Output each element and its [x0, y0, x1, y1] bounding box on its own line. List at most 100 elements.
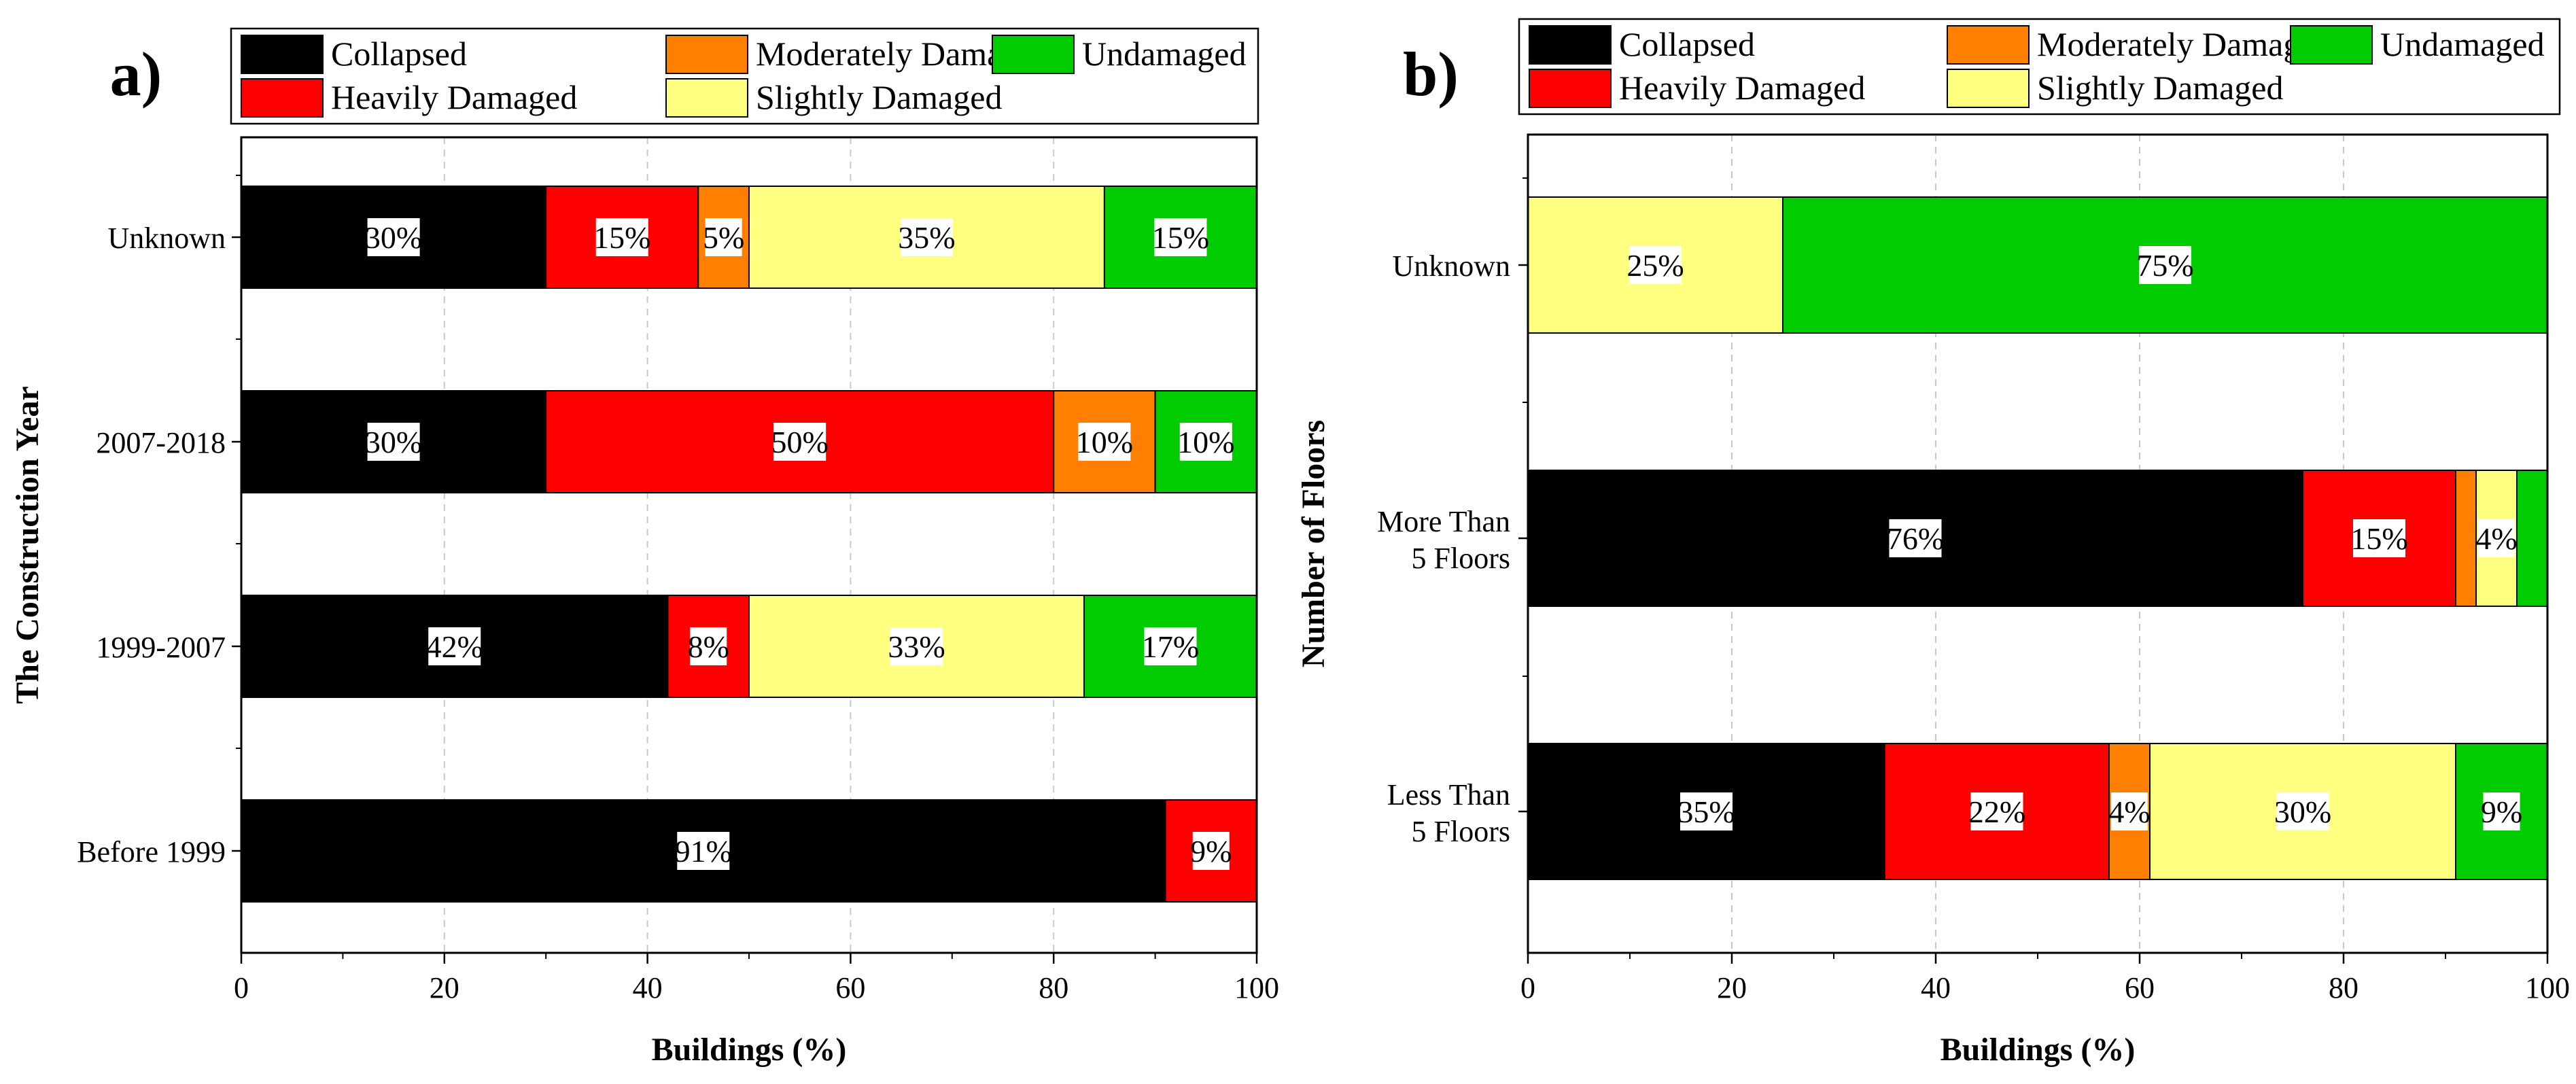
legend-label: Slightly Damaged [2037, 69, 2283, 107]
legend-swatch [1529, 25, 1612, 65]
data-label-bg [2478, 519, 2515, 557]
data-label: 76% [1887, 521, 1944, 556]
data-label: 15% [593, 220, 650, 255]
legend-label: Heavily Damaged [331, 78, 577, 116]
x-tick-label: 60 [835, 971, 865, 1004]
data-label-bg [2353, 519, 2405, 557]
data-label-bg [367, 218, 420, 256]
data-label-bg [2276, 792, 2329, 831]
data-label-bg [2139, 246, 2191, 284]
chart-panel-a: 91% 9% Before 1999 42% 8% 33% 17% 1999-2007 30% 5… [10, 27, 1279, 1068]
data-label-bg [428, 627, 481, 665]
panel-label: a) [110, 39, 162, 109]
legend-label: Collapsed [331, 35, 467, 73]
data-label-bg [705, 218, 742, 256]
data-label-bg [890, 627, 943, 665]
data-label-bg [1078, 423, 1131, 461]
legend: Collapsed Moderately Damaged UndamagedHeav… [230, 27, 1259, 125]
x-axis-title: Buildings (%) [1940, 1032, 2136, 1068]
data-label-bg [773, 423, 826, 461]
x-tick-label: 0 [234, 971, 249, 1004]
data-label: 30% [365, 425, 422, 459]
category-label-line: 5 Floors [1412, 542, 1510, 575]
data-label-bg [1179, 423, 1232, 461]
legend-swatch [241, 78, 324, 118]
chart-panel-b: 35% 22% 4% 30% 9% Less Than 5 Floors 76% 15% 4% Mo… [1295, 18, 2570, 1068]
data-label: 15% [2350, 521, 2407, 556]
data-label: 17% [1142, 629, 1199, 664]
data-label-bg [1144, 627, 1197, 665]
data-label: 42% [426, 629, 483, 664]
data-label: 35% [898, 220, 955, 255]
data-label-bg [367, 423, 420, 461]
data-label-bg [1889, 519, 1942, 557]
x-tick-label: 80 [1039, 971, 1068, 1004]
legend-swatch [1947, 69, 2030, 108]
x-tick-label: 0 [1520, 971, 1535, 1004]
data-label: 10% [1177, 425, 1234, 459]
category-label: Unknown [1392, 249, 1510, 283]
data-label: 8% [688, 629, 729, 664]
x-tick-label: 100 [2525, 971, 2570, 1004]
data-label: 25% [1626, 248, 1684, 283]
data-label: 10% [1076, 425, 1133, 459]
legend-label: Undamaged [2380, 25, 2545, 63]
data-label: 15% [1152, 220, 1209, 255]
legend-swatch [665, 78, 748, 118]
legend-label: Heavily Damaged [1619, 69, 1865, 107]
x-tick-label: 40 [633, 971, 663, 1004]
legend: Collapsed Moderately Damaged Undamaged Heav… [1518, 18, 2561, 116]
category-label: 1999-2007 [96, 631, 226, 664]
data-label-bg [2483, 792, 2520, 831]
x-tick-label: 20 [1717, 971, 1747, 1004]
category-label: Less Than 5 Floors [1387, 778, 1510, 848]
legend-label: Collapsed [1619, 25, 1755, 63]
panel-label: b) [1403, 39, 1459, 109]
data-label: 33% [888, 629, 945, 664]
plot-frame [1527, 133, 2549, 954]
category-label: Unknown [107, 222, 226, 255]
data-label-bg [2111, 792, 2148, 831]
data-label-bg [1629, 246, 1682, 284]
data-label: 30% [365, 220, 422, 255]
legend-label: Moderately Damaged [2037, 25, 2333, 63]
data-label-bg [1680, 792, 1733, 831]
data-label-bg [1970, 792, 2023, 831]
legend-swatch [241, 35, 324, 74]
category-label: Before 1999 [77, 835, 226, 869]
data-label: 9% [1190, 834, 1232, 869]
data-label-bg [595, 218, 648, 256]
data-label-bg [677, 832, 730, 870]
legend-label: Undamaged [1082, 35, 1247, 73]
data-label: 75% [2136, 248, 2193, 283]
legend-swatch [665, 35, 748, 74]
bar-segment [2455, 470, 2477, 607]
data-label: 50% [771, 425, 829, 459]
y-axis-title: The Construction Year [10, 386, 46, 704]
legend-label: Slightly Damaged [756, 78, 1002, 116]
data-label-bg [1192, 832, 1230, 870]
legend-box [1518, 18, 2561, 116]
legend-swatch [2290, 25, 2373, 65]
data-label: 35% [1677, 794, 1735, 829]
data-label: 5% [703, 220, 744, 255]
bar-segment [2516, 470, 2548, 607]
legend-swatch [992, 35, 1075, 74]
x-tick-label: 60 [2125, 971, 2155, 1004]
y-axis-title: Number of Floors [1295, 420, 1331, 667]
data-label: 4% [2475, 521, 2517, 556]
x-tick-label: 80 [2329, 971, 2359, 1004]
data-label-bg [1154, 218, 1207, 256]
data-label: 9% [2481, 794, 2522, 829]
data-label: 22% [1968, 794, 2025, 829]
x-tick-label: 100 [1234, 971, 1279, 1004]
x-tick-label: 40 [1921, 971, 1951, 1004]
data-label: 91% [675, 834, 732, 869]
category-label: 2007-2018 [96, 426, 226, 459]
data-label: 30% [2274, 794, 2331, 829]
x-tick-label: 20 [430, 971, 459, 1004]
data-label-bg [900, 218, 953, 256]
x-axis-title: Buildings (%) [652, 1032, 847, 1068]
